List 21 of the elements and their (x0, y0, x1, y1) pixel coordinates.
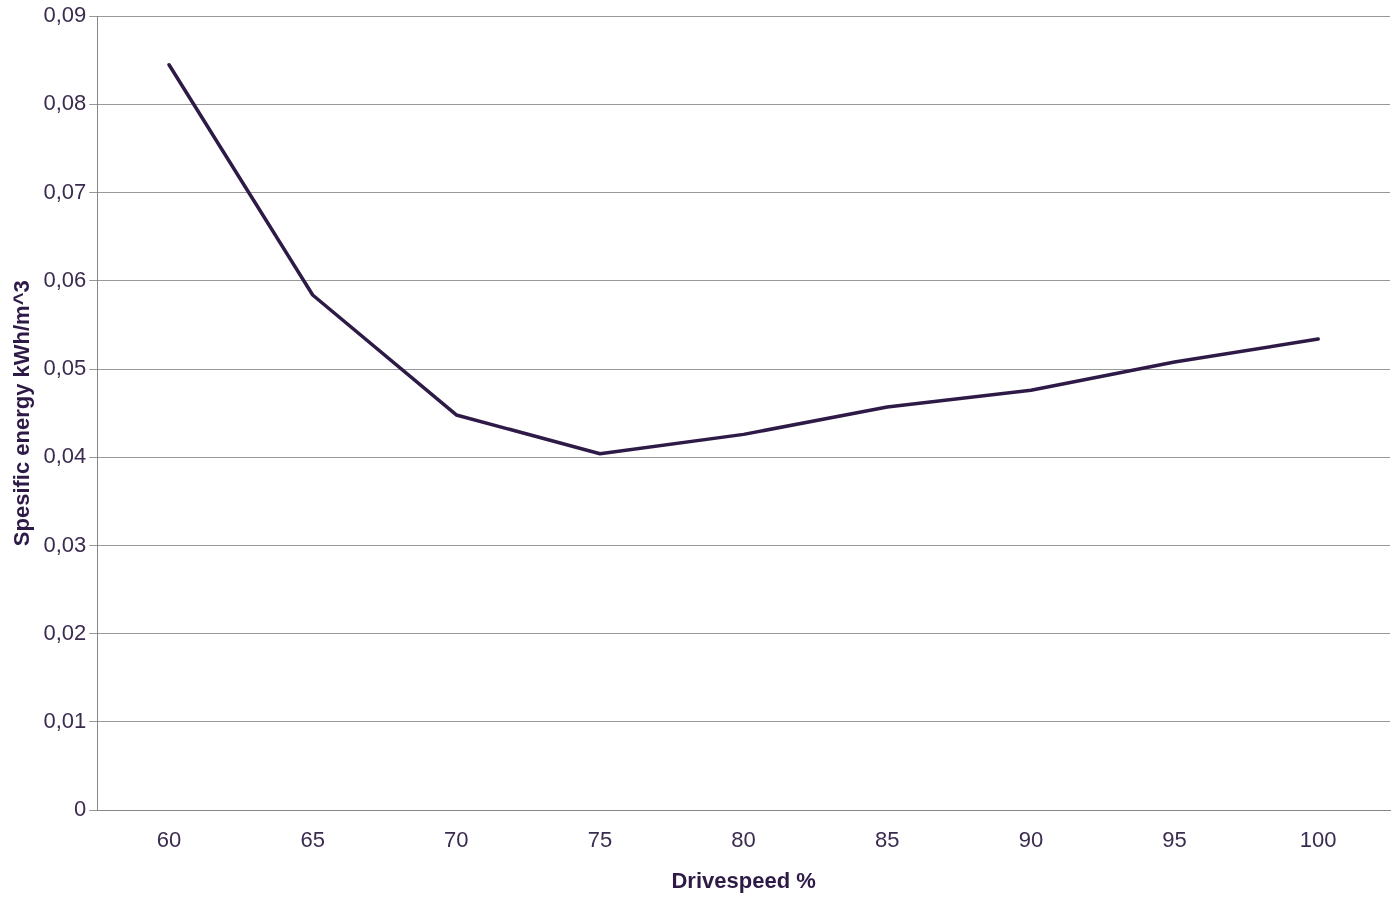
y-axis-title: Spesific energy kWh/m^3 (9, 280, 35, 547)
y-tick-label: 0,06 (43, 266, 87, 292)
x-tick-label: 100 (1299, 827, 1337, 853)
y-tick-label: 0,07 (43, 178, 87, 204)
x-tick-label: 95 (1162, 827, 1187, 853)
y-tick-label: 0,01 (43, 708, 87, 734)
x-axis-title: Drivespeed % (671, 867, 816, 893)
y-tick-label: 0,05 (43, 355, 87, 381)
y-tick-label: 0,08 (43, 90, 87, 116)
x-tick-label: 65 (300, 827, 325, 853)
y-tick-label: 0,09 (43, 2, 87, 28)
x-tick-label: 90 (1018, 827, 1044, 853)
x-tick-label: 70 (444, 827, 469, 853)
y-tick-label: 0 (73, 796, 87, 822)
x-tick-label: 80 (731, 827, 756, 853)
y-tick-label: 0,04 (43, 443, 87, 469)
x-tick-label: 75 (587, 827, 613, 853)
x-tick-label: 60 (156, 827, 182, 853)
y-tick-label: 0,03 (43, 531, 87, 557)
y-tick-label: 0,02 (43, 619, 87, 645)
x-tick-label: 85 (875, 827, 900, 853)
